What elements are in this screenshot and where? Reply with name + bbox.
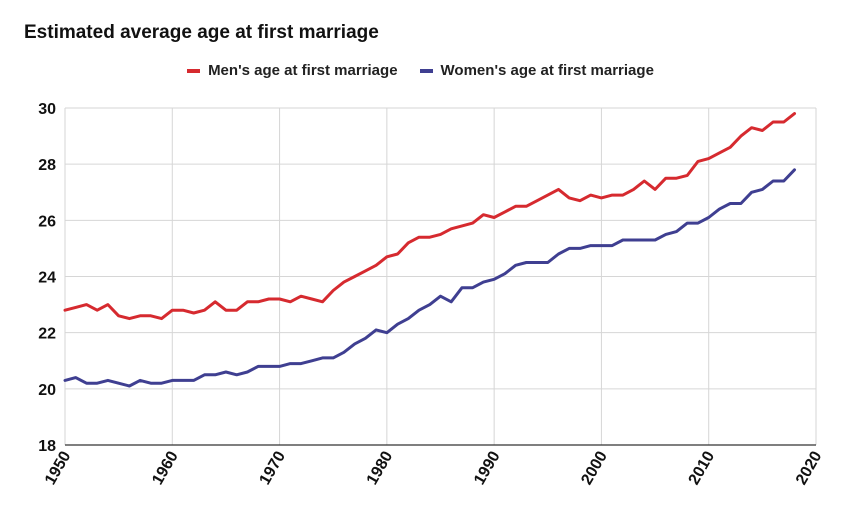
chart-title: Estimated average age at first marriage [24,22,379,43]
y-tick-label-18: 18 [38,438,56,455]
y-tick-label-22: 22 [38,326,56,343]
legend-label-men: Men's age at first marriage [208,62,398,79]
x-tick-label-1990: 1990 [471,448,504,487]
y-tick-label-28: 28 [38,157,56,174]
y-tick-label-24: 24 [38,270,56,287]
legend-item-women[interactable]: Women's age at first marriage [419,62,654,79]
legend: Men's age at first marriage Women's age … [0,62,841,79]
series-line-men [63,112,796,321]
x-tick-label-2000: 2000 [578,448,611,487]
y-tick-label-26: 26 [38,213,56,230]
legend-swatch-women [419,68,433,73]
legend-swatch-men [187,68,201,73]
x-tick-label-1980: 1980 [364,448,397,487]
legend-label-women: Women's age at first marriage [440,62,654,79]
y-tick-label-20: 20 [38,382,56,399]
y-tick-label-30: 30 [38,101,56,118]
legend-item-men[interactable]: Men's age at first marriage [187,62,398,79]
x-tick-label-1970: 1970 [257,448,290,487]
x-tick-label-1960: 1960 [149,448,182,487]
x-tick-label-2020: 2020 [793,448,826,487]
series-line-women [63,168,796,388]
x-tick-label-2010: 2010 [686,448,719,487]
